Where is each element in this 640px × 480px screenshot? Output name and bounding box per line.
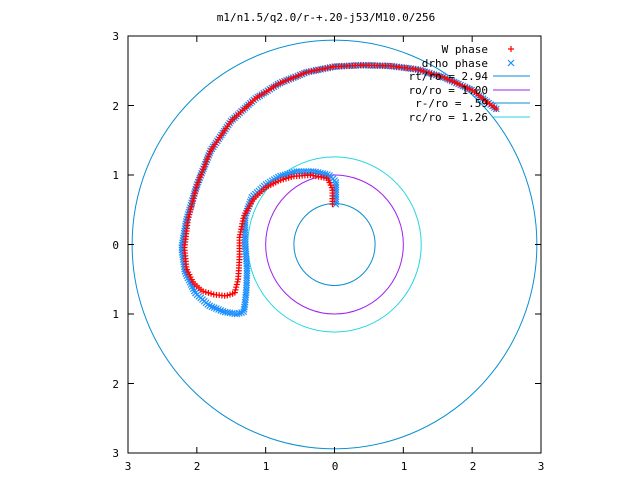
legend-label-rc: rc/ro = 1.26	[409, 111, 488, 124]
legend-label-rt: rt/ro = 2.94	[409, 70, 489, 83]
w-phase-point	[417, 67, 424, 74]
legend-swatch-drho-phase	[507, 59, 515, 67]
drho-phase-point	[215, 306, 222, 313]
w-phase-point	[436, 73, 443, 80]
w-phase-point	[190, 195, 197, 202]
w-phase-point	[425, 69, 432, 76]
w-phase-point	[305, 68, 312, 75]
chart-title: m1/n1.5/q2.0/r-+.20-j53/M10.0/256	[217, 11, 436, 24]
legend-label-rminus: r-/ro = .59	[415, 97, 488, 110]
series-w-phase	[181, 62, 500, 299]
w-phase-point	[233, 281, 240, 288]
w-phase-point	[431, 71, 438, 78]
w-phase-point	[185, 214, 192, 221]
drho-phase-point	[208, 303, 216, 311]
w-phase-point	[202, 289, 209, 296]
w-phase-point	[240, 215, 247, 222]
w-phase-point	[231, 289, 238, 296]
w-phase-point	[208, 290, 215, 297]
x-tick-label: 3	[125, 460, 132, 473]
x-tick-label: 1	[401, 460, 408, 473]
x-tick-label: 1	[263, 460, 270, 473]
y-tick-label: 3	[112, 447, 119, 460]
w-phase-point	[438, 73, 445, 80]
x-tick-labels: 3 2 1 0 1 2 3	[125, 460, 545, 473]
drho-phase-point	[332, 200, 340, 208]
x-tick-label: 2	[194, 460, 201, 473]
w-phase-point	[232, 286, 239, 293]
w-phase-point	[277, 177, 284, 184]
legend-label-w-phase: W phase	[442, 43, 488, 56]
w-phase-point	[200, 288, 207, 295]
drho-phase-point	[212, 305, 220, 313]
w-phase-point	[288, 173, 295, 180]
w-phase-point	[224, 292, 231, 299]
w-phase-point	[226, 291, 233, 298]
x-tick-label: 3	[538, 460, 545, 473]
w-phase-point	[194, 181, 201, 188]
drho-phase-point	[217, 306, 225, 314]
y-tick-label: 2	[112, 100, 119, 113]
w-phase-point	[285, 174, 292, 181]
circle-ro	[265, 174, 404, 315]
legend-swatch-w-phase	[508, 46, 514, 52]
y-tick-label: 0	[112, 239, 119, 252]
y-tick-label: 3	[112, 30, 119, 43]
w-phase-point	[193, 184, 200, 191]
w-phase-point	[191, 190, 198, 197]
drho-phase-point	[323, 171, 331, 179]
legend-label-ro: ro/ro = 1.00	[409, 84, 488, 97]
w-phase-point	[233, 284, 240, 291]
w-phase-point	[186, 211, 193, 218]
w-phase-point	[188, 203, 195, 210]
legend: W phase drho phase rt/ro = 2.94 ro/ro = …	[409, 43, 530, 124]
y-tick-labels: 3 2 1 0 1 2 3	[112, 30, 119, 460]
w-phase-point	[329, 201, 336, 208]
w-phase-point	[191, 192, 198, 199]
w-phase-point	[189, 200, 196, 207]
w-phase-point	[441, 74, 448, 81]
w-phase-point	[205, 289, 212, 296]
x-tick-label: 2	[470, 460, 477, 473]
w-phase-point	[234, 278, 241, 285]
w-phase-point	[428, 70, 435, 77]
data-series	[178, 61, 500, 318]
w-phase-point	[192, 187, 199, 194]
y-tick-label: 1	[112, 169, 119, 182]
legend-label-drho-phase: drho phase	[422, 57, 488, 70]
y-tick-label: 1	[112, 308, 119, 321]
w-phase-point	[423, 69, 430, 76]
w-phase-point	[187, 206, 194, 213]
y-tick-label: 2	[112, 378, 119, 391]
circle-rminus	[293, 202, 376, 287]
w-phase-point	[433, 72, 440, 79]
axis-ticks	[127, 35, 542, 454]
w-phase-point	[282, 175, 289, 182]
x-tick-label: 0	[332, 460, 339, 473]
w-phase-point	[187, 208, 194, 215]
w-phase-point	[189, 198, 196, 205]
drho-phase-point	[206, 302, 214, 310]
w-phase-point	[280, 176, 287, 183]
w-phase-point	[420, 68, 427, 75]
drho-phase-point	[210, 304, 218, 312]
